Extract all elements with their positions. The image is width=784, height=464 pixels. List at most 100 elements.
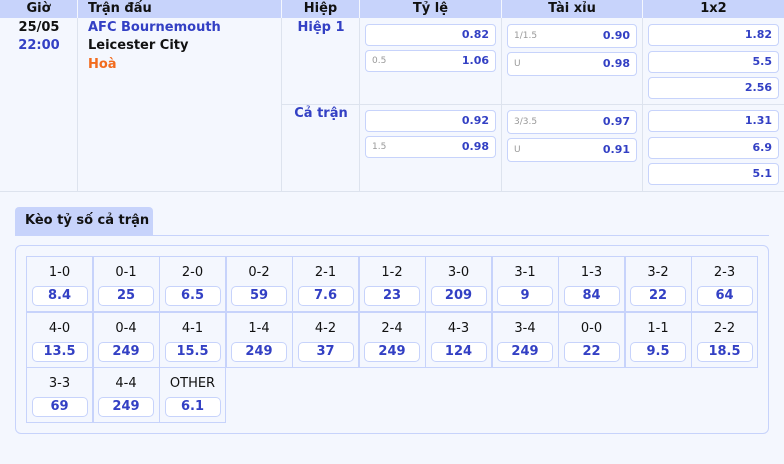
score-odds-button[interactable]: 13.5 [31, 341, 88, 362]
score-label: 3-4 [514, 320, 536, 336]
1x2-odds-button[interactable]: 1.82 [648, 24, 779, 46]
1x2-odds-button[interactable]: 6.9 [648, 136, 779, 159]
divider [281, 18, 282, 191]
score-cell: 4-0 13.5 [26, 311, 93, 368]
score-odds-button[interactable]: 37 [297, 341, 354, 362]
score-label: 2-2 [713, 320, 736, 336]
score-odds-button[interactable]: 6.1 [164, 397, 221, 417]
score-odds-button[interactable]: 69 [31, 397, 88, 417]
score-cell: OTHER 6.1 [159, 367, 226, 423]
score-label: 3-0 [447, 265, 470, 280]
score-odds-button[interactable]: 25 [98, 286, 154, 306]
1x2-odds-button[interactable]: 5.1 [648, 163, 779, 185]
overunder-odds-button[interactable]: U 0.91 [507, 138, 637, 162]
home-team[interactable]: AFC Bournemouth [88, 20, 221, 35]
score-odds-button[interactable]: 15.5 [164, 341, 221, 362]
odds-value: 1.06 [461, 54, 489, 67]
header-half: Hiệp [282, 0, 360, 18]
score-cell: 0-1 25 [92, 256, 160, 312]
score-label: 3-3 [48, 376, 71, 391]
score-cell: 1-3 84 [558, 256, 625, 312]
match-date: 25/05 [18, 20, 60, 35]
score-cell: 1-1 9.5 [624, 311, 692, 368]
1x2-odds-button[interactable]: 1.31 [648, 110, 779, 132]
score-cell: 2-0 6.5 [159, 256, 226, 312]
1x2-odds-button[interactable]: 2.56 [648, 77, 779, 99]
header-handicap: Tỷ lệ [360, 0, 502, 18]
handicap-odds-button[interactable]: 0.92 [365, 110, 496, 132]
score-odds-button[interactable]: 8.4 [31, 286, 88, 306]
odds-value: 0.91 [602, 143, 630, 156]
overunder-line: 3/3.5 [514, 117, 538, 127]
divider [282, 104, 784, 105]
score-label: 4-2 [314, 320, 337, 336]
away-team[interactable]: Leicester City [88, 38, 189, 53]
score-odds-button[interactable]: 23 [364, 286, 420, 306]
overunder-line: U [514, 145, 521, 155]
score-odds-button[interactable]: 6.5 [164, 286, 221, 306]
score-odds-button[interactable]: 64 [696, 286, 753, 306]
score-cell: 0-2 59 [225, 256, 293, 312]
score-cell: 4-1 15.5 [159, 311, 226, 368]
score-label: 1-2 [381, 265, 403, 280]
odds-value: 0.90 [602, 29, 630, 42]
score-label: 1-1 [647, 320, 669, 336]
overunder-line: U [514, 59, 521, 69]
overunder-line: 1/1.5 [514, 31, 538, 41]
score-cell: 3-3 69 [26, 367, 93, 423]
score-cell: 4-2 37 [292, 311, 359, 368]
handicap-odds-button[interactable]: 1.5 0.98 [365, 136, 496, 158]
score-label: 2-3 [713, 265, 736, 280]
score-cell: 3-1 9 [491, 256, 559, 312]
score-odds-button[interactable]: 22 [630, 286, 686, 306]
score-cell: 3-0 209 [425, 256, 492, 312]
score-odds-button[interactable]: 249 [497, 341, 553, 362]
score-odds-button[interactable]: 18.5 [696, 341, 753, 362]
score-odds-button[interactable]: 7.6 [297, 286, 354, 306]
divider [0, 191, 784, 192]
header-time: Giờ [0, 0, 78, 18]
handicap-line: 1.5 [372, 142, 387, 152]
tab-correct-score[interactable]: Kèo tỷ số cả trận [15, 207, 153, 236]
divider [77, 18, 78, 191]
score-label: 2-0 [181, 265, 204, 280]
odds-value: 0.98 [602, 57, 630, 70]
1x2-odds-button[interactable]: 5.5 [648, 50, 779, 73]
odds-value: 0.98 [461, 140, 489, 153]
handicap-line: 0.5 [372, 56, 387, 66]
handicap-odds-button[interactable]: 0.82 [365, 24, 496, 46]
score-odds-button[interactable]: 9 [497, 286, 553, 306]
score-label: 3-2 [647, 265, 669, 280]
score-odds-button[interactable]: 9.5 [630, 341, 686, 362]
score-cell: 4-3 124 [425, 311, 492, 368]
score-odds-button[interactable]: 209 [430, 286, 487, 306]
score-cell: 2-3 64 [691, 256, 758, 312]
handicap-odds-button[interactable]: 0.5 1.06 [365, 50, 496, 72]
header-match: Trận đấu [78, 0, 282, 18]
overunder-odds-button[interactable]: 3/3.5 0.97 [507, 110, 637, 134]
overunder-odds-button[interactable]: U 0.98 [507, 52, 637, 76]
score-label: 0-1 [115, 265, 137, 280]
score-cell: 3-2 22 [624, 256, 692, 312]
odds-value: 0.97 [602, 115, 630, 128]
header-1x2: 1x2 [643, 0, 784, 18]
score-odds-button[interactable]: 249 [231, 341, 287, 362]
score-odds-button[interactable]: 84 [563, 286, 620, 306]
score-label: 2-1 [314, 265, 337, 280]
score-cell: 3-4 249 [491, 311, 559, 368]
match-time: 22:00 [18, 38, 60, 53]
score-label: 0-0 [580, 320, 603, 336]
score-label: 0-4 [115, 320, 137, 336]
score-odds-button[interactable]: 249 [364, 341, 420, 362]
overunder-odds-button[interactable]: 1/1.5 0.90 [507, 24, 637, 48]
tab-underline [15, 235, 769, 236]
score-label: 0-2 [248, 265, 270, 280]
score-odds-button[interactable]: 124 [430, 341, 487, 362]
score-cell: 2-2 18.5 [691, 311, 758, 368]
score-odds-button[interactable]: 22 [563, 341, 620, 362]
score-odds-button[interactable]: 249 [98, 397, 154, 417]
score-odds-button[interactable]: 59 [231, 286, 287, 306]
score-label: 4-0 [48, 320, 71, 336]
score-odds-button[interactable]: 249 [98, 341, 154, 362]
period-label: Cả trận [294, 106, 348, 121]
